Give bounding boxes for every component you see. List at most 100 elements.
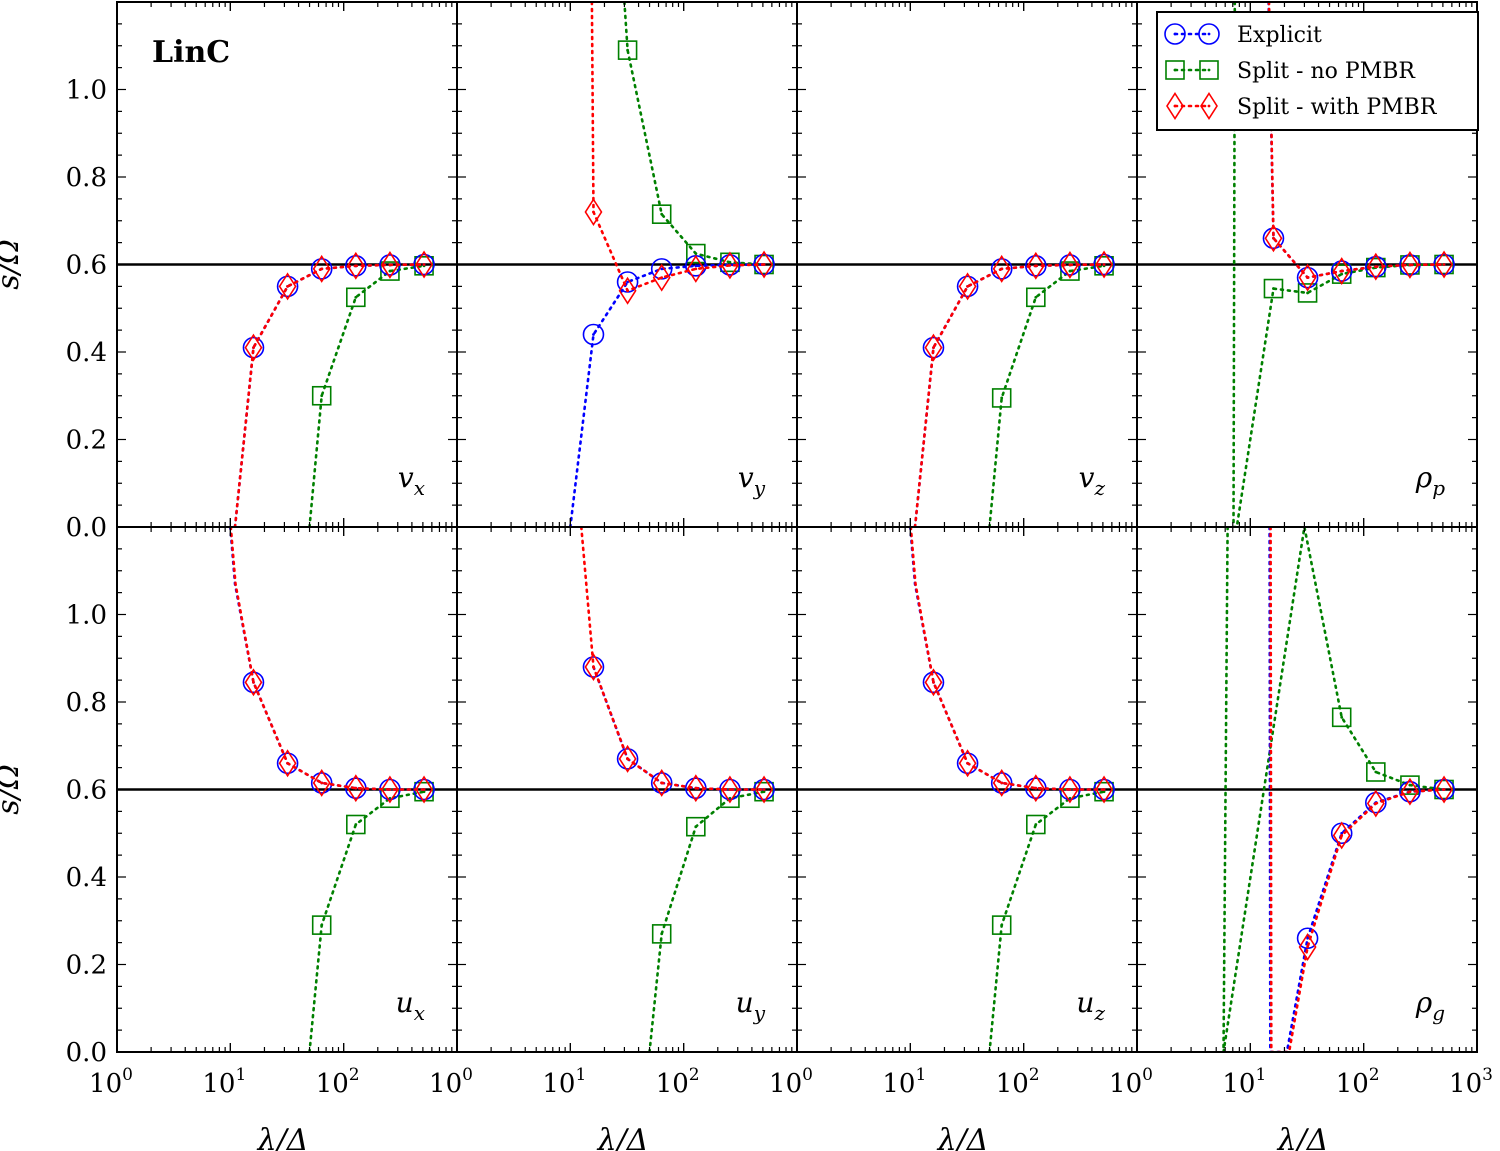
marker-split_with <box>1095 775 1114 804</box>
marker-explicit-center <box>592 333 595 336</box>
marker-split_with <box>1435 250 1454 279</box>
series-line-split_no <box>988 264 1106 527</box>
marker-split_no-center <box>388 269 392 273</box>
marker-split_no-center <box>660 932 664 936</box>
marker-split_with-center <box>592 210 595 214</box>
marker-explicit-center <box>694 264 698 268</box>
y-tick-label: 0.2 <box>66 951 107 981</box>
marker-split_with <box>1366 252 1385 281</box>
marker-explicit <box>1365 791 1387 814</box>
panel-label-rhog: ρg <box>1415 986 1445 1025</box>
marker-explicit-center <box>1340 831 1344 835</box>
ticks <box>1136 1 1478 528</box>
series-line-split_with <box>579 527 766 791</box>
y-tick-label: 0.4 <box>66 338 107 368</box>
y-tick-label: 0.6 <box>66 251 107 281</box>
marker-split_with-center <box>1442 263 1446 266</box>
marker-split_no <box>991 915 1012 935</box>
panel-vx: vx <box>116 1 458 528</box>
marker-split_with <box>244 668 263 697</box>
marker-explicit <box>345 255 367 277</box>
panel-label-vz: vz <box>1079 461 1106 500</box>
marker-split_no-center <box>626 48 629 52</box>
legend-marker-explicit <box>1164 23 1186 45</box>
marker-split_no <box>346 287 366 308</box>
panel-rhog: ρg <box>1136 526 1478 1053</box>
x-tick-label: 100 <box>89 1065 133 1099</box>
marker-split_with-center <box>626 757 629 761</box>
legend-label-explicit: Explicit <box>1237 23 1322 48</box>
series-group <box>579 527 775 1052</box>
marker-split_no-center <box>1034 295 1038 299</box>
marker-explicit-center <box>660 267 664 271</box>
marker-split_with <box>1298 933 1317 961</box>
marker-split_with-center <box>932 680 935 684</box>
marker-split_with-center <box>1306 945 1309 949</box>
marker-split_no <box>1026 287 1046 308</box>
series-line-split_with <box>1269 527 1446 1052</box>
marker-split_with-center <box>422 263 426 266</box>
series-group <box>568 2 775 527</box>
marker-split_with-center <box>1034 264 1038 268</box>
x-tick-label: 102 <box>316 1065 360 1099</box>
marker-split_no-center <box>320 923 324 927</box>
marker-split_no-center <box>354 295 358 299</box>
marker-split_with <box>618 744 637 773</box>
marker-split_with <box>1026 251 1045 280</box>
marker-split_with <box>1332 821 1351 850</box>
y-tick-label: 0.4 <box>66 863 107 893</box>
x-axis-label: λ/Δ <box>257 1123 309 1151</box>
series-line-explicit <box>592 665 766 791</box>
series-group <box>1232 2 1455 527</box>
panel-uy: uy <box>456 526 798 1053</box>
marker-split_with <box>1298 263 1317 292</box>
x-axis-label: λ/Δ <box>1277 1123 1329 1151</box>
marker-explicit <box>310 772 333 794</box>
marker-split_with <box>755 775 774 804</box>
marker-split_with-center <box>320 267 324 271</box>
marker-split_with-center <box>1102 788 1106 791</box>
panel-label-uy: uy <box>736 986 766 1025</box>
marker-split_with <box>958 272 977 301</box>
marker-split_with-center <box>286 284 289 288</box>
marker-split_with <box>1400 250 1419 279</box>
panel-label-uz: uz <box>1076 986 1105 1025</box>
marker-split_no <box>1026 814 1046 835</box>
marker-split_with-center <box>694 267 698 271</box>
y-tick-label: 0.2 <box>66 426 107 456</box>
y-tick-label: 0.0 <box>66 513 107 543</box>
marker-explicit <box>922 671 945 694</box>
panel-ux: ux <box>116 526 458 1053</box>
marker-explicit <box>1296 266 1319 289</box>
marker-split_with-center <box>422 788 426 791</box>
x-tick-label: 101 <box>882 1065 926 1099</box>
marker-split_with <box>312 768 331 797</box>
marker-explicit <box>956 275 979 298</box>
marker-split_with <box>584 653 603 681</box>
ticks <box>1136 526 1478 1053</box>
marker-split_with-center <box>1000 781 1004 785</box>
x-tick-label: 101 <box>1222 1065 1266 1099</box>
marker-split_no-center <box>1000 396 1004 400</box>
marker-split_with <box>1332 257 1351 286</box>
marker-split_with <box>992 768 1011 797</box>
series-group <box>908 527 1115 1052</box>
marker-split_no-center <box>1374 770 1378 774</box>
marker-split_with <box>924 668 943 697</box>
marker-split_no <box>1060 261 1080 281</box>
marker-explicit <box>310 258 333 280</box>
marker-explicit <box>1433 778 1455 801</box>
marker-split_with <box>755 250 774 279</box>
series-line-explicit <box>233 263 426 527</box>
marker-split_with-center <box>1272 236 1275 240</box>
legend-marker-split_no <box>1165 60 1185 80</box>
marker-split_no-center <box>1000 923 1004 927</box>
marker-explicit <box>650 772 673 794</box>
marker-split_no <box>1366 762 1386 782</box>
series-line-explicit <box>908 527 1106 791</box>
x-tick-label: 100 <box>429 1065 473 1099</box>
marker-split_no-center <box>728 260 732 264</box>
marker-split_no-center <box>1408 783 1412 787</box>
marker-split_with <box>415 775 434 804</box>
